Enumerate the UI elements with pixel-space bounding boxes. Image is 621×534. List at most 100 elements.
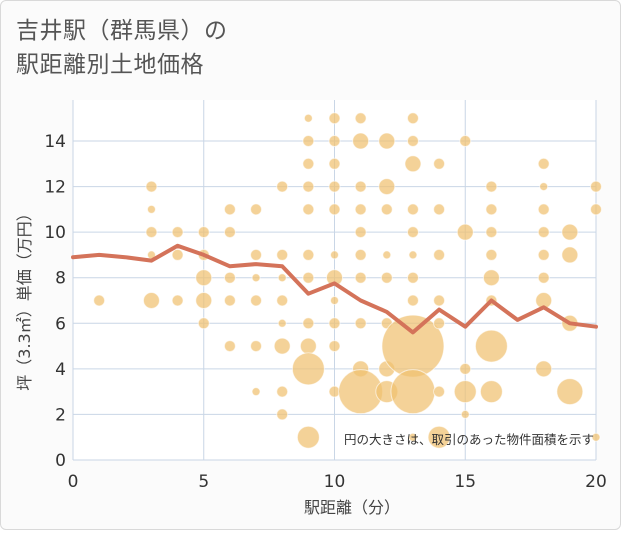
trend-line — [71, 243, 598, 335]
bubble-point — [276, 408, 289, 421]
bubble-point — [433, 385, 446, 398]
bubble-point — [352, 132, 370, 150]
bubble-point — [93, 294, 106, 307]
y-tick-label: 4 — [55, 360, 66, 380]
bubble-point — [539, 182, 549, 192]
bubble-point — [328, 180, 341, 193]
x-tick-label: 0 — [68, 472, 79, 492]
bubble-point — [330, 296, 339, 306]
bubble-point — [223, 271, 236, 284]
bubble-point — [535, 360, 553, 378]
bubble-point — [277, 273, 287, 283]
y-tick-label: 14 — [44, 132, 66, 152]
y-tick-label: 6 — [55, 314, 66, 334]
bubble-point — [146, 204, 156, 214]
bubble-point — [302, 157, 315, 170]
bubble-point — [380, 271, 393, 284]
bubble-point — [591, 432, 601, 442]
bubble-point — [406, 271, 419, 284]
size-annotation: 円の大きさは、取引のあった物件面積を示す — [344, 432, 594, 447]
bubble-point — [561, 246, 579, 264]
bubble-point — [273, 337, 291, 355]
bubble-point — [406, 203, 419, 216]
bubble-point — [302, 248, 315, 261]
bubble-point — [406, 226, 419, 239]
bubble-point — [277, 318, 287, 328]
bubble-point — [456, 223, 474, 241]
bubble-point — [276, 180, 289, 193]
bubble-point — [171, 248, 184, 261]
bubble-point — [433, 203, 446, 216]
bubble-point — [485, 180, 498, 193]
bubble-point — [459, 135, 472, 148]
bubble-point — [330, 250, 339, 260]
bubble-point — [195, 292, 213, 310]
bubble-point — [590, 203, 602, 216]
x-tick-label: 15 — [454, 472, 476, 492]
bubble-point — [537, 248, 550, 261]
bubble-point — [251, 273, 261, 283]
bubble-point — [328, 340, 341, 353]
y-tick-label: 2 — [55, 405, 66, 425]
bubble-point — [171, 294, 184, 307]
bubble-point — [354, 317, 367, 330]
bubble-point — [302, 135, 315, 148]
title-line-2: 駅距離別土地価格 — [16, 52, 204, 78]
y-tick-label: 10 — [44, 223, 66, 243]
bubble-point — [251, 387, 261, 397]
bubble-point — [354, 248, 367, 261]
bubble-point — [250, 294, 263, 307]
y-tick-label: 12 — [44, 178, 66, 198]
y-tick-label: 8 — [55, 269, 66, 289]
bubble-point — [378, 132, 396, 150]
bubble-point — [276, 385, 289, 398]
bubble-point — [276, 248, 289, 261]
bubble-point — [328, 203, 341, 216]
bubble-point — [378, 178, 396, 196]
bubble-point — [223, 226, 236, 239]
bubble-point — [145, 226, 158, 239]
title-line-1: 吉井駅（群馬県）の — [16, 18, 228, 44]
bubble-point — [390, 369, 436, 415]
bubble-point — [460, 409, 470, 419]
bubble-point — [406, 294, 419, 307]
bubble-point — [408, 250, 418, 260]
bubble-point — [433, 294, 446, 307]
bubble-point — [328, 112, 341, 125]
y-tick-label: 0 — [55, 451, 66, 471]
bubble-point — [474, 329, 508, 363]
bubble-series — [93, 112, 602, 449]
bubble-point — [296, 425, 320, 449]
bubble-point — [302, 203, 315, 216]
bubble-point — [354, 112, 367, 125]
bubble-point — [433, 248, 446, 261]
bubble-point — [250, 203, 263, 216]
bubble-point — [250, 248, 263, 261]
bubble-point — [482, 269, 500, 287]
bubble-point — [354, 271, 367, 284]
bubble-point — [354, 226, 367, 239]
bubble-point — [433, 317, 446, 330]
bubble-point — [223, 294, 236, 307]
bubble-point — [302, 271, 315, 284]
bubble-point — [328, 135, 341, 148]
x-tick-label: 5 — [198, 472, 209, 492]
bubble-point — [590, 180, 602, 193]
x-axis-label: 駅距離（分） — [304, 498, 400, 517]
bubble-point — [142, 292, 160, 310]
bubble-point — [433, 157, 446, 170]
axes: 0 5 10 15 20 0 2 4 6 8 10 12 14 — [44, 132, 606, 492]
bubble-point — [537, 271, 550, 284]
bubble-point — [537, 226, 550, 239]
y-axis-label: 坪（3.3㎡）単価（万円） — [15, 205, 34, 390]
bubble-point — [556, 378, 584, 406]
bubble-point — [382, 250, 392, 260]
bubble-point — [479, 380, 503, 404]
bubble-point — [354, 180, 367, 193]
x-tick-label: 10 — [324, 472, 346, 492]
bubble-point — [328, 317, 341, 330]
bubble-point — [561, 223, 579, 241]
bubble-point — [404, 155, 422, 173]
